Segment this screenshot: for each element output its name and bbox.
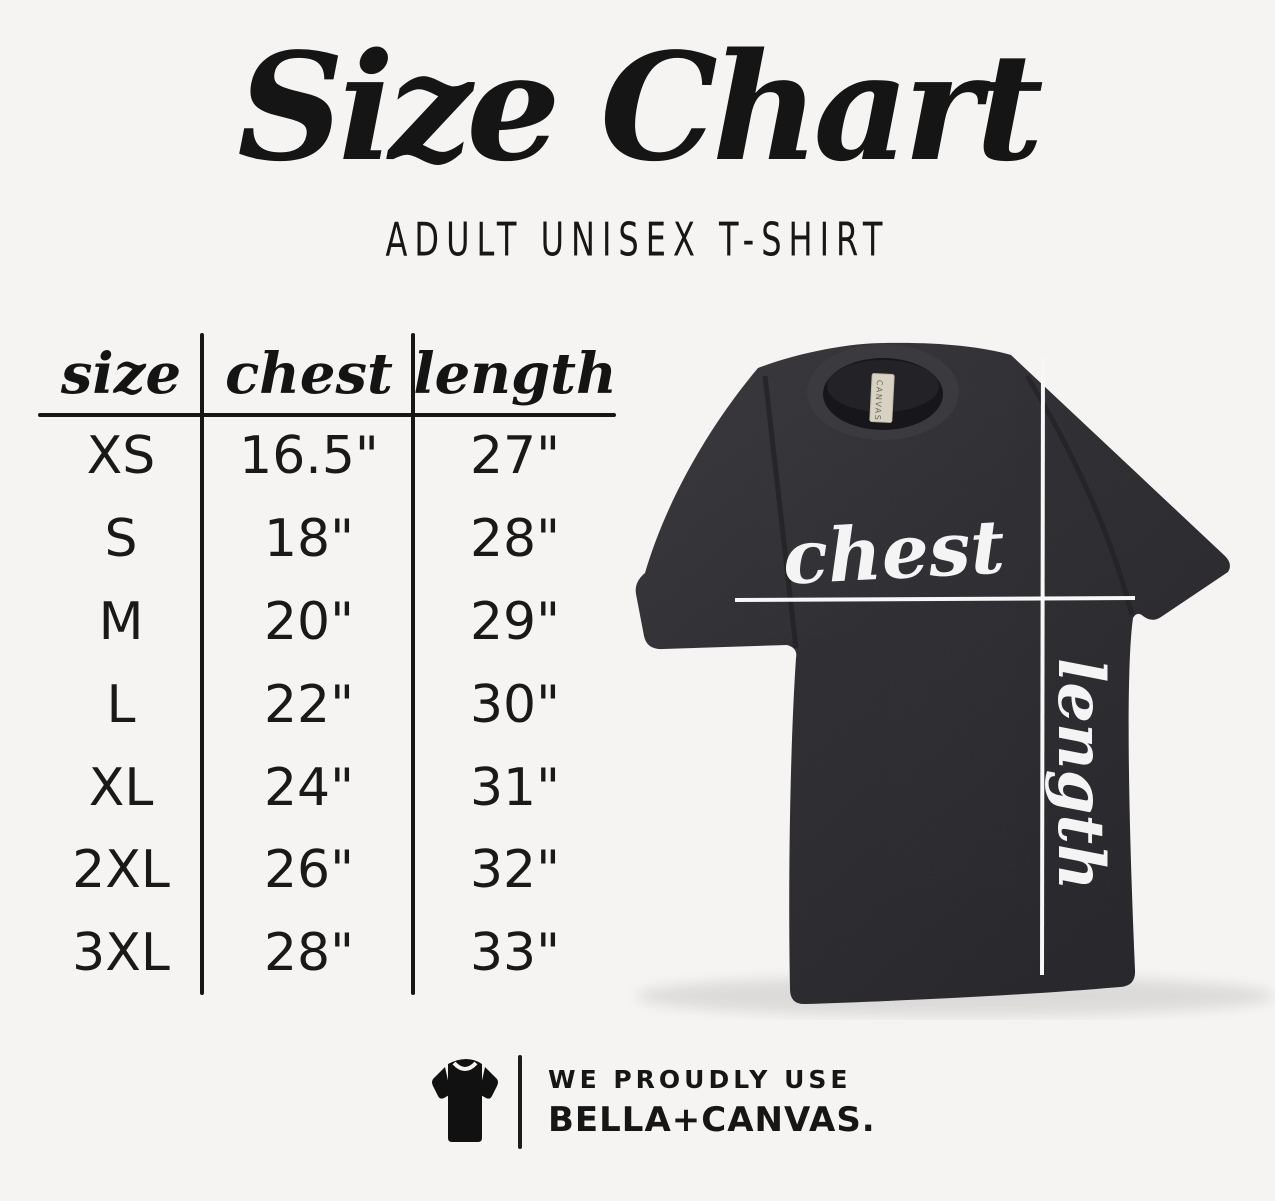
column-divider <box>200 333 204 995</box>
neck-tag-label: CANVAS <box>873 380 884 422</box>
length-cell: 31" <box>469 757 561 818</box>
size-cell: S <box>104 509 138 570</box>
chest-cell: 20" <box>263 591 355 652</box>
brand-text: WE PROUDLY USE BELLA+CANVAS. <box>548 1065 876 1140</box>
column-header-chest: chest <box>225 341 393 407</box>
length-cell: 33" <box>469 923 561 984</box>
length-cell: 29" <box>469 591 561 652</box>
tshirt-icon <box>432 1059 498 1142</box>
brand-name: BELLA+CANVAS. <box>548 1099 876 1140</box>
column-divider <box>411 333 415 995</box>
chest-cell: 26" <box>263 840 355 901</box>
length-measure-line <box>1040 357 1045 976</box>
chest-cell: 22" <box>263 674 355 735</box>
size-cell: XL <box>88 757 154 818</box>
left-sleeve-seam <box>762 375 799 649</box>
brand-lockup: WE PROUDLY USE BELLA+CANVAS. <box>430 1054 876 1150</box>
tshirt-photo: CANVAS chest length <box>635 342 1275 1016</box>
brand-tagline: WE PROUDLY USE <box>548 1064 852 1094</box>
size-table: size chest length XS 16.5" 27" S 18" 28"… <box>38 333 617 995</box>
size-cell: 3XL <box>72 923 170 984</box>
length-label: length <box>1043 658 1118 890</box>
brand-divider <box>518 1055 522 1149</box>
chest-cell: 16.5" <box>239 426 379 487</box>
chest-cell: 28" <box>263 923 355 984</box>
length-cell: 28" <box>469 509 561 570</box>
length-cell: 32" <box>469 840 561 901</box>
chest-cell: 18" <box>263 509 355 570</box>
size-cell: XS <box>86 426 156 487</box>
chest-label: chest <box>781 504 1007 601</box>
right-sleeve-seam <box>1024 374 1135 616</box>
length-cell: 30" <box>469 674 561 735</box>
neck-tag: CANVAS <box>869 373 895 423</box>
size-cell: M <box>98 591 144 652</box>
column-header-size: size <box>60 341 182 407</box>
chest-measure-line <box>734 596 1136 602</box>
page-subtitle: ADULT UNISEX T-SHIRT <box>385 212 890 268</box>
page-title: Size Chart <box>237 20 1043 194</box>
chest-cell: 24" <box>263 757 355 818</box>
column-header-length: length <box>413 341 617 407</box>
length-cell: 27" <box>469 426 561 487</box>
size-cell: 2XL <box>72 840 170 901</box>
header-underline <box>38 413 616 417</box>
fabric-texture <box>635 342 1230 1005</box>
size-cell: L <box>106 674 136 735</box>
